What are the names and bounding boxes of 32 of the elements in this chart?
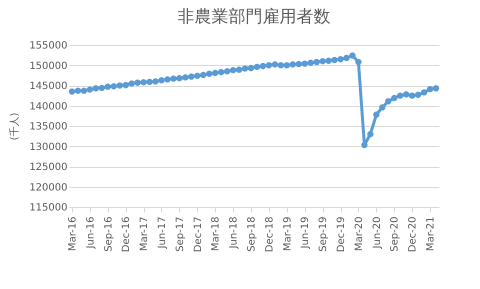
x-tick-label: Mar-17 (139, 216, 150, 252)
x-tick-label: Jun-19 (300, 216, 312, 250)
x-tick-label: Dec-19 (336, 216, 348, 252)
x-tick-label: Sep-16 (103, 216, 114, 252)
x-tick-label: Sep-17 (174, 216, 186, 252)
y-tick-label: 125000 (29, 162, 68, 173)
x-tick-label: Mar-16 (67, 216, 78, 252)
x-tick-label: Mar-21 (426, 216, 437, 252)
x-tick-label: Sep-20 (390, 216, 401, 252)
x-tick-label: Dec-18 (264, 216, 276, 252)
x-tick-label: Sep-18 (246, 216, 258, 252)
x-tick-label: Jun-20 (372, 216, 383, 250)
x-tick-label: Jun-17 (157, 216, 168, 250)
x-tick-label: Jun-18 (228, 216, 240, 250)
y-tick-label: 115000 (29, 202, 68, 214)
chart-title: 非農業部門雇用者数 (178, 7, 330, 27)
y-tick-label: 140000 (29, 101, 68, 112)
x-tick-label: Dec-16 (121, 216, 132, 252)
y-tick-label: 155000 (29, 40, 68, 52)
x-tick-label: Dec-17 (192, 216, 204, 252)
x-tick-label: Dec-20 (408, 216, 419, 252)
y-tick-label: 145000 (29, 81, 68, 92)
y-axis-title: (千人) (8, 112, 20, 140)
x-tick-label: Sep-19 (318, 216, 330, 252)
x-tick-label: Mar-19 (282, 216, 294, 252)
x-tick-label: Mar-18 (210, 216, 222, 252)
y-tick-label: 135000 (29, 122, 68, 132)
x-tick-label: Mar-20 (354, 216, 365, 252)
y-tick-label: 120000 (29, 182, 68, 194)
x-tick-label: Jun-16 (85, 216, 96, 250)
y-tick-label: 150000 (29, 60, 68, 72)
y-tick-label: 130000 (29, 142, 68, 153)
